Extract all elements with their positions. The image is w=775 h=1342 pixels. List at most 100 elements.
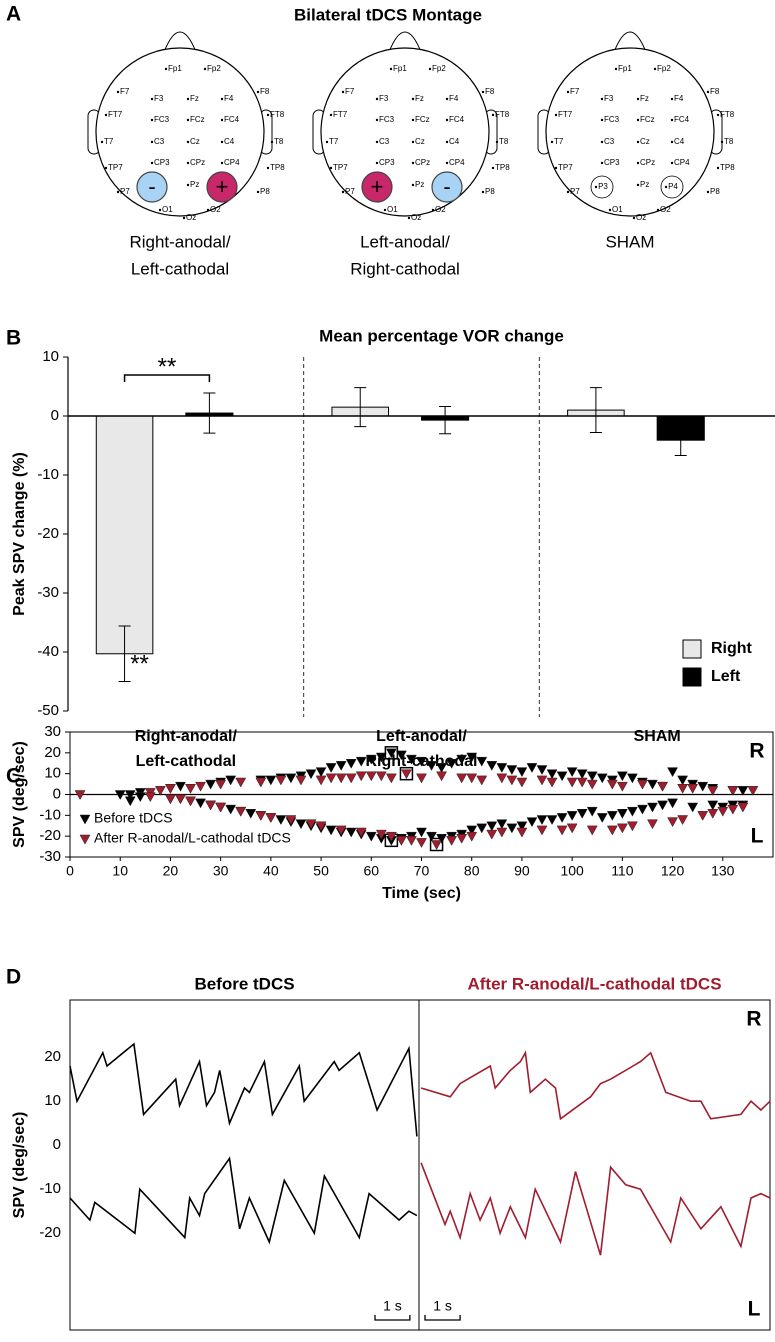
electrode-label: Fp2 xyxy=(657,64,671,73)
point xyxy=(466,752,478,763)
point xyxy=(315,821,327,832)
point xyxy=(325,773,337,784)
bar xyxy=(95,415,154,655)
electrode-dot xyxy=(158,208,162,212)
point xyxy=(205,800,217,811)
point xyxy=(466,825,478,836)
point xyxy=(325,825,337,836)
electrode-dot xyxy=(203,67,207,71)
side-label: L xyxy=(748,1298,761,1321)
point xyxy=(375,829,387,840)
electrode-label: FC4 xyxy=(449,115,465,124)
electrode-label: CP4 xyxy=(449,158,465,167)
point xyxy=(526,763,538,773)
point xyxy=(576,809,588,819)
point xyxy=(626,821,638,832)
point xyxy=(616,771,628,782)
electrode-dot xyxy=(329,166,333,170)
point xyxy=(677,784,689,794)
electrode-dot xyxy=(566,190,570,194)
electrode-label: FC4 xyxy=(674,115,690,124)
montage-caption: SHAM xyxy=(605,232,654,251)
electrode-label: T7 xyxy=(329,137,339,146)
electrode-dot xyxy=(550,140,554,144)
point xyxy=(466,773,478,784)
electrode-dot xyxy=(431,208,435,212)
electrode-label: C3 xyxy=(154,137,165,146)
electrode-label: TP8 xyxy=(495,163,510,172)
point xyxy=(225,804,237,815)
electrode-dot xyxy=(491,166,495,170)
point xyxy=(114,790,126,801)
electrode-dot xyxy=(220,118,224,122)
point xyxy=(295,819,307,830)
legend-label: Right xyxy=(711,640,753,657)
electrode-label: Oz xyxy=(636,213,646,222)
nose xyxy=(613,31,647,53)
point xyxy=(355,771,367,782)
electrode-dot xyxy=(411,118,415,122)
electrode-label: F4 xyxy=(224,94,234,103)
point xyxy=(536,825,548,836)
electrode-label: P8 xyxy=(485,187,495,196)
error-bar xyxy=(589,387,602,434)
panel-label: A xyxy=(6,3,21,26)
point xyxy=(516,767,528,778)
legend-label: Left xyxy=(711,668,741,685)
electrode-dot xyxy=(716,166,720,170)
x-tick-label: 120 xyxy=(661,863,685,879)
electrode-dot xyxy=(554,166,558,170)
head xyxy=(545,47,715,217)
electrode-label: F7 xyxy=(120,87,130,96)
point xyxy=(456,834,468,844)
electrode-label: P7 xyxy=(120,187,130,196)
x-tick-label: 30 xyxy=(213,863,229,879)
point xyxy=(506,765,518,776)
point xyxy=(486,761,498,771)
electrode-dot xyxy=(670,118,674,122)
point xyxy=(616,781,628,792)
electrode-label: FCz xyxy=(190,115,205,124)
electrode-label: TP7 xyxy=(108,163,123,172)
point xyxy=(285,773,297,784)
point xyxy=(546,815,558,826)
electrode-label: Fp2 xyxy=(432,64,446,73)
point xyxy=(536,765,548,776)
electrode-dot xyxy=(600,140,604,144)
x-tick-label: 50 xyxy=(313,863,329,879)
electrode-label: P7 xyxy=(570,187,580,196)
electrode-dot xyxy=(716,113,720,117)
electrode-dot xyxy=(383,208,387,212)
point xyxy=(375,752,387,763)
electrode-label: CP3 xyxy=(379,158,395,167)
nose xyxy=(388,31,422,53)
error-bar xyxy=(118,625,131,682)
y-tick-label: -10 xyxy=(37,466,59,483)
point xyxy=(406,754,417,765)
electrode-dot xyxy=(636,140,640,144)
electrode-dot xyxy=(600,97,604,101)
point xyxy=(154,786,166,796)
electrode-dot xyxy=(182,216,186,220)
point xyxy=(727,804,739,815)
point xyxy=(697,811,709,821)
legend-marker xyxy=(79,814,91,825)
point xyxy=(647,779,658,790)
x-tick-label: 0 xyxy=(66,863,74,879)
point xyxy=(195,781,206,792)
electrode-site xyxy=(590,175,614,199)
error-bar xyxy=(354,387,367,428)
scale-bar-label: 1 s xyxy=(383,1298,402,1314)
panel-label: C xyxy=(6,765,21,788)
electrode-label: O1 xyxy=(162,205,173,214)
electrode-label: T8 xyxy=(274,137,284,146)
point xyxy=(305,819,317,830)
electrode-dot xyxy=(411,161,415,165)
y-tick-label: -10 xyxy=(39,806,61,823)
electrode-dot xyxy=(206,208,210,212)
point xyxy=(245,809,257,819)
point xyxy=(496,827,508,838)
electrode-dot xyxy=(600,118,604,122)
electrode-dot xyxy=(256,190,260,194)
